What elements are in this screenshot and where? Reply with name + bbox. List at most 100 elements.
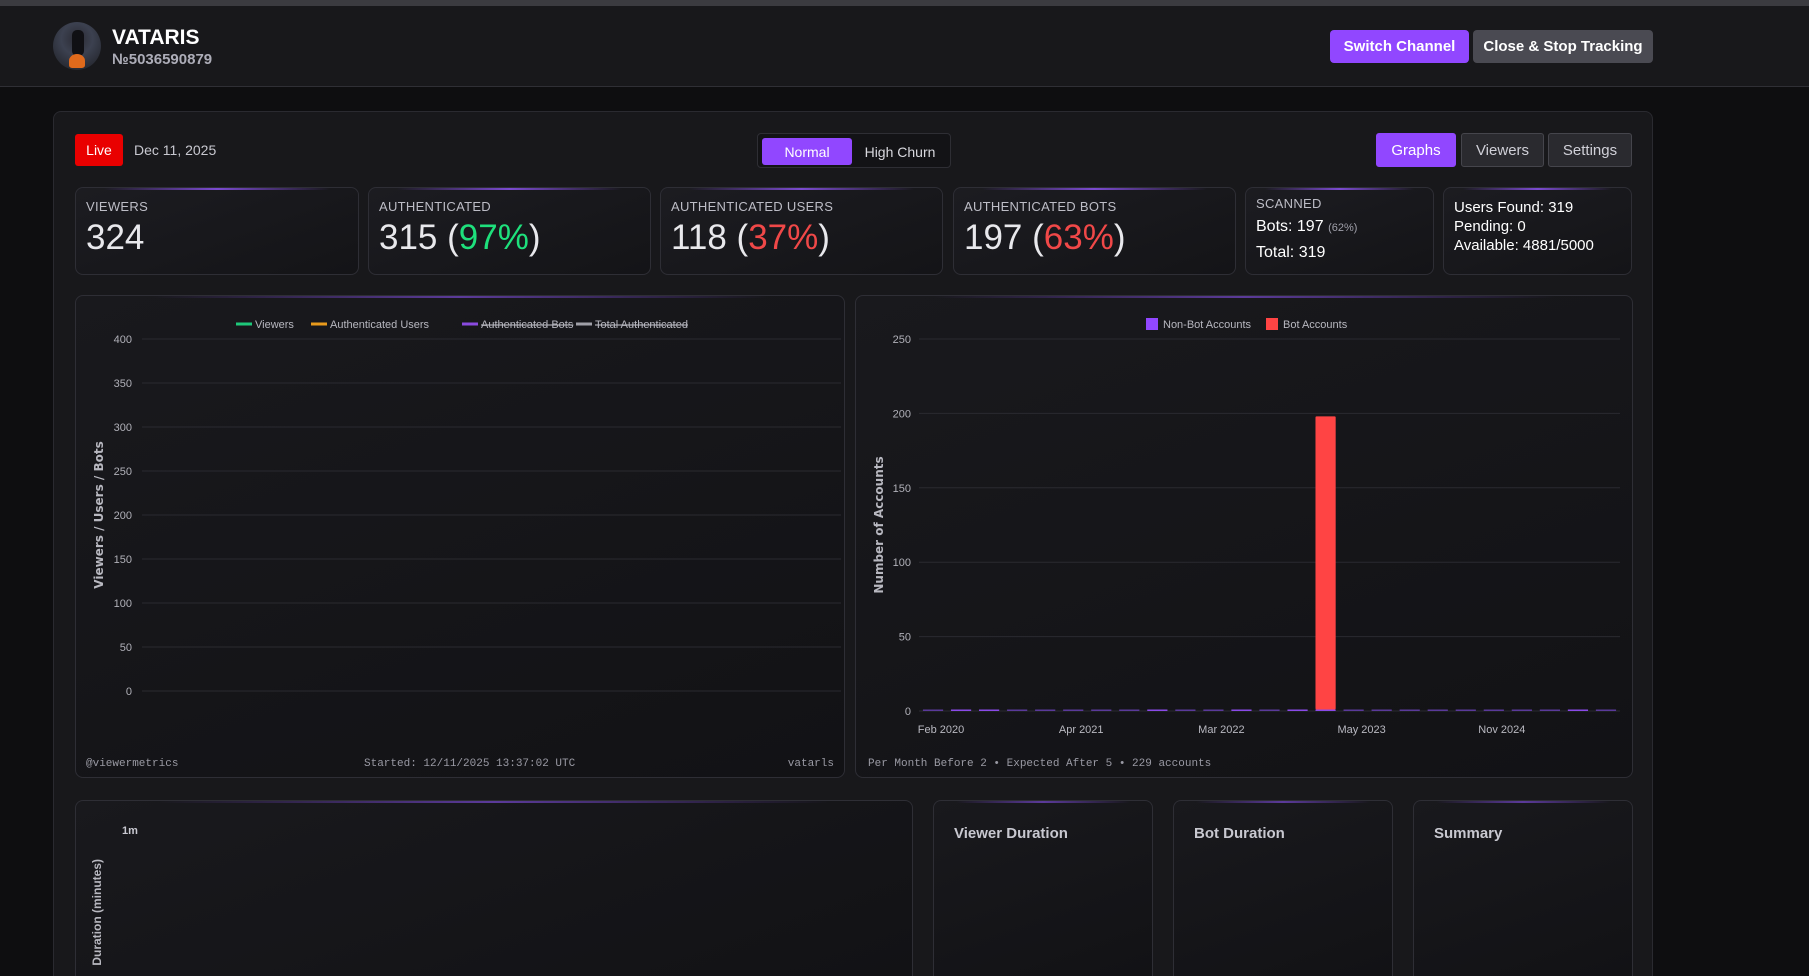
bar-non-bot <box>1035 709 1056 711</box>
duration-ytick: 1m <box>122 825 138 837</box>
stat-label: SCANNED <box>1256 196 1322 211</box>
legend-item-authenticated-bots[interactable]: Authenticated Bots <box>481 319 574 331</box>
channel-id: №5036590879 <box>112 51 213 68</box>
scanned-bots-percent: (62%) <box>1328 222 1358 234</box>
bar-non-bot <box>1259 709 1280 711</box>
tab-graphs[interactable]: Graphs <box>1376 133 1456 167</box>
y-tick-label: 200 <box>114 510 132 522</box>
stat-value: 197 (63%) <box>964 218 1126 257</box>
y-tick-label: 0 <box>126 686 132 698</box>
y-tick-label: 250 <box>114 466 132 478</box>
bar-non-bot <box>1427 709 1448 711</box>
panel-title: Bot Duration <box>1194 825 1285 842</box>
bar-non-bot <box>1091 709 1112 711</box>
duration-chart: 1m Duration (minutes) <box>75 800 913 976</box>
stat-label: AUTHENTICATED <box>379 199 491 214</box>
legend-item-authenticated-users[interactable]: Authenticated Users <box>330 319 430 331</box>
y-tick-label: 0 <box>905 706 911 718</box>
scanned-bots-count: Bots: 197 <box>1256 218 1324 235</box>
bar-non-bot <box>1119 709 1140 711</box>
stat-number: 197 <box>964 218 1023 257</box>
switch-channel-button[interactable]: Switch Channel <box>1330 30 1469 63</box>
legend-item-bot-accounts[interactable]: Bot Accounts <box>1283 319 1348 331</box>
stat-value: 118 (37%) <box>671 218 830 257</box>
stat-label: VIEWERS <box>86 199 149 214</box>
y-tick-label: 200 <box>893 408 911 420</box>
y-tick-label: 250 <box>893 334 911 346</box>
bar-non-bot <box>1007 709 1028 711</box>
line-chart-svg: 0 50 100 150 200 250 300 350 400 Viewers / Users … <box>92 319 841 698</box>
bar-non-bot <box>1539 709 1560 711</box>
bar-non-bot <box>1231 709 1252 711</box>
stat-percent: 63% <box>1043 218 1114 257</box>
chart-footer-left: @viewermetrics <box>86 758 179 770</box>
stat-value: 315 (97%) <box>379 218 541 257</box>
stat-authenticated: AUTHENTICATED 315 (97%) <box>368 187 651 275</box>
live-badge: Live <box>75 134 123 166</box>
bar-bot <box>1315 416 1336 710</box>
x-tick-label: Feb 2020 <box>918 724 964 736</box>
stat-queue: Users Found: 319 Pending: 0 Available: 4… <box>1443 187 1632 275</box>
stat-label: AUTHENTICATED BOTS <box>964 199 1117 214</box>
tab-viewers[interactable]: Viewers <box>1461 133 1544 167</box>
chart-footer-right: vatarls <box>787 758 834 770</box>
y-tick-label: 300 <box>114 422 132 434</box>
mode-high-churn[interactable]: High Churn <box>854 138 946 165</box>
bar-non-bot <box>1147 709 1168 711</box>
panel-title: Summary <box>1434 825 1503 842</box>
y-tick-label: 350 <box>114 378 132 390</box>
dashboard-panel: Live Dec 11, 2025 Normal High Churn Grap… <box>53 111 1653 976</box>
stat-percent: 37% <box>748 218 819 257</box>
stat-value: 324 <box>86 218 145 257</box>
stat-percent: 97% <box>458 218 529 257</box>
account-age-bar-chart: 0 50 100 150 200 250 Number of Accounts Feb 202… <box>855 295 1633 778</box>
available: Available: 4881/5000 <box>1454 237 1594 254</box>
bar-chart-svg: 0 50 100 150 200 250 Number of Accounts Feb 202… <box>872 318 1620 736</box>
bar-non-bot <box>1063 709 1084 711</box>
bar-non-bot <box>1483 709 1504 711</box>
bar-non-bot <box>1287 709 1308 711</box>
bar-non-bot <box>1315 709 1336 711</box>
stat-number: 315 <box>379 218 438 257</box>
pending: Pending: 0 <box>1454 218 1526 235</box>
close-stop-tracking-button[interactable]: Close & Stop Tracking <box>1473 30 1653 63</box>
bar-non-bot <box>1455 709 1476 711</box>
stream-date: Dec 11, 2025 <box>134 142 217 158</box>
y-tick-label: 150 <box>893 483 911 495</box>
bar-non-bot <box>979 709 1000 711</box>
channel-name: VATARIS <box>112 26 200 49</box>
panel-title: Viewer Duration <box>954 825 1068 842</box>
stat-viewers: VIEWERS 324 <box>75 187 359 275</box>
chart-footer-center: Started: 12/11/2025 13:37:02 UTC <box>364 758 576 770</box>
bar-non-bot <box>1343 709 1364 711</box>
bar-non-bot <box>950 709 972 711</box>
bar-non-bot <box>1203 709 1224 711</box>
y-tick-label: 150 <box>114 554 132 566</box>
x-tick-label: May 2023 <box>1337 724 1385 736</box>
channel-avatar <box>53 22 101 70</box>
stat-authenticated-bots: AUTHENTICATED BOTS 197 (63%) <box>953 187 1236 275</box>
legend-item-non-bot-accounts[interactable]: Non-Bot Accounts <box>1163 319 1252 331</box>
bar-non-bot <box>1567 709 1589 711</box>
bar-non-bot <box>1511 709 1532 711</box>
mode-normal[interactable]: Normal <box>762 138 852 165</box>
stat-number: 118 <box>671 218 727 257</box>
y-tick-label: 100 <box>114 598 132 610</box>
stat-authenticated-users: AUTHENTICATED USERS 118 (37%) <box>660 187 943 275</box>
bar-non-bot <box>922 709 944 711</box>
tab-settings[interactable]: Settings <box>1548 133 1632 167</box>
y-axis-label: Viewers / Users / Bots <box>92 441 106 588</box>
stat-label: AUTHENTICATED USERS <box>671 199 834 214</box>
y-tick-label: 400 <box>114 334 132 346</box>
channel-header: VATARIS №5036590879 Switch Channel Close… <box>0 6 1809 87</box>
viewer-duration-panel: Viewer Duration <box>933 800 1153 976</box>
bar-non-bot <box>1175 709 1196 711</box>
stat-scanned: SCANNED Bots: 197 (62%) Total: 319 <box>1245 187 1434 275</box>
window-top-strip <box>0 0 1809 6</box>
y-tick-label: 50 <box>899 632 911 644</box>
legend-item-total-authenticated[interactable]: Total Authenticated <box>595 319 688 331</box>
bar-chart-footer: Per Month Before 2 • Expected After 5 • … <box>868 758 1212 770</box>
users-found: Users Found: 319 <box>1454 199 1574 216</box>
y-axis-label: Number of Accounts <box>872 456 886 593</box>
legend-item-viewers[interactable]: Viewers <box>255 319 294 331</box>
